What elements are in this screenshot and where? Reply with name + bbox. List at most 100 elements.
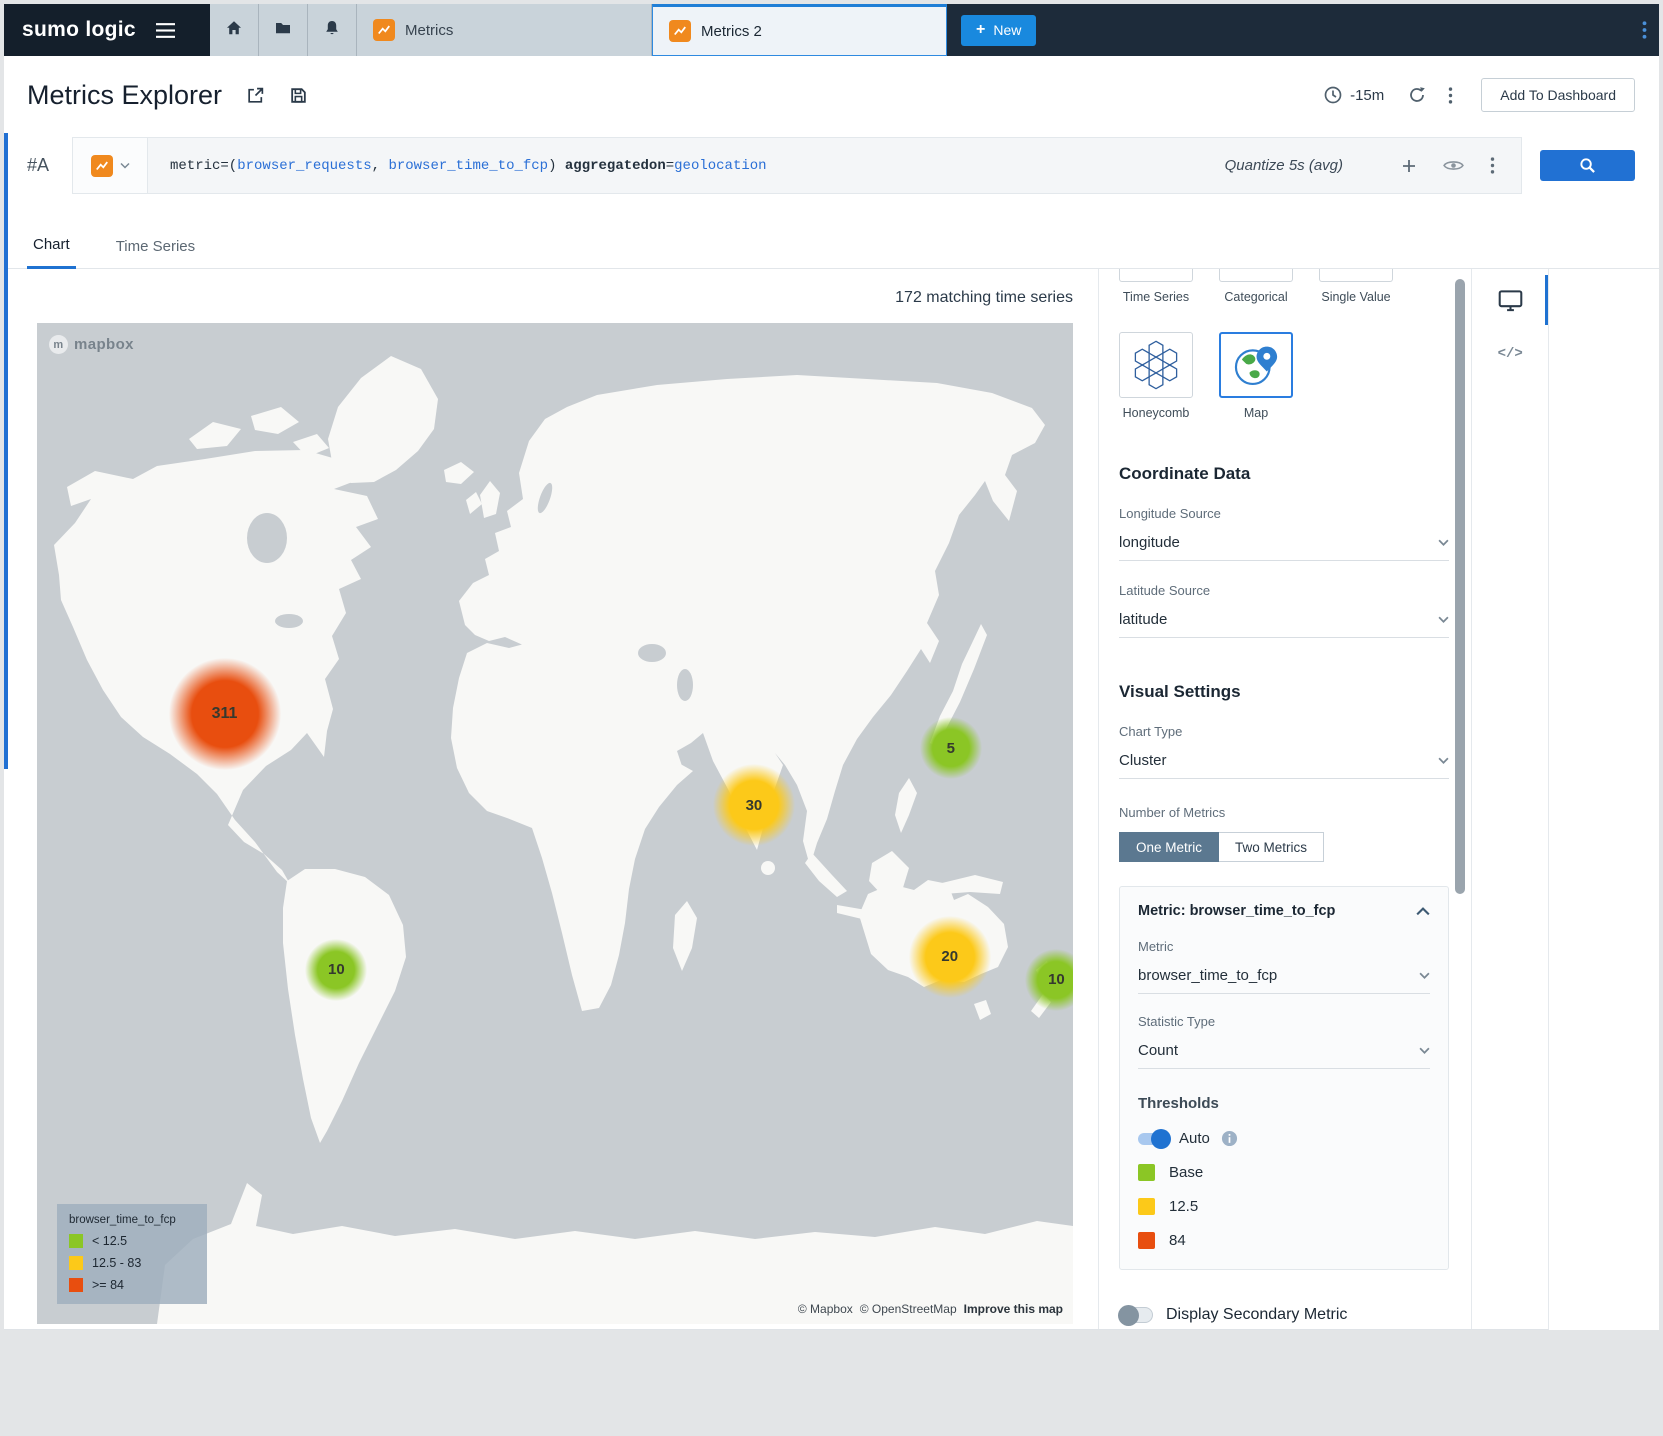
legend-swatch-icon [69, 1256, 83, 1270]
threshold-value: Base [1169, 1164, 1204, 1181]
map-cluster-australia[interactable]: 20 [908, 915, 991, 998]
settings-scrollbar[interactable] [1455, 279, 1466, 1319]
info-icon[interactable] [1221, 1130, 1238, 1147]
chart-type-honeycomb[interactable]: Honeycomb [1119, 332, 1193, 420]
threshold-value: 12.5 [1169, 1198, 1199, 1215]
display-settings-icon[interactable] [1498, 289, 1523, 312]
legend-label: >= 84 [92, 1278, 124, 1292]
page-title: Metrics Explorer [27, 79, 223, 110]
map-cluster-south-america[interactable]: 10 [305, 938, 368, 1001]
query-input[interactable]: metric=(browser_requests, browser_time_t… [170, 157, 767, 174]
chart-type-select[interactable]: Cluster [1119, 752, 1449, 779]
mapbox-logo-icon: m [49, 335, 68, 354]
cluster-map[interactable]: 311 10 30 5 20 10 m mapbox browser_time_to_fc… [37, 323, 1073, 1324]
number-of-metrics-label: Number of Metrics [1119, 805, 1226, 820]
plus-icon: + [976, 21, 986, 38]
legend-swatch-icon [69, 1278, 83, 1292]
statistic-type-select[interactable]: Count [1138, 1042, 1430, 1069]
toggle-knob [1118, 1304, 1139, 1326]
nav-home-button[interactable] [210, 4, 259, 56]
auto-toggle-on[interactable] [1138, 1128, 1171, 1149]
auto-label: Auto [1179, 1130, 1210, 1147]
hamburger-menu-icon[interactable] [155, 22, 175, 38]
map-attribution: © Mapbox © OpenStreetMap Improve this ma… [798, 1302, 1063, 1316]
time-range-clock-icon[interactable] [1323, 85, 1343, 105]
legend-title: browser_time_to_fcp [69, 1214, 176, 1226]
time-range-value[interactable]: -15m [1350, 86, 1385, 104]
metric-select[interactable]: browser_time_to_fcp [1138, 967, 1430, 994]
run-search-button[interactable] [1540, 150, 1635, 181]
latitude-source-label: Latitude Source [1119, 583, 1211, 598]
collapse-chevron-up-icon[interactable] [1416, 906, 1430, 916]
threshold-swatch-icon[interactable] [1138, 1164, 1155, 1181]
map-cluster-south-asia[interactable]: 30 [712, 764, 795, 847]
chart-type-label: Chart Type [1119, 724, 1183, 739]
tab-time-series[interactable]: Time Series [115, 238, 196, 255]
single-value-tile [1319, 269, 1393, 282]
attribution-osm[interactable]: © OpenStreetMap [859, 1302, 957, 1316]
chart-type-field: Chart Type Cluster [1119, 724, 1449, 779]
new-button[interactable]: + New [961, 14, 1037, 46]
tab-chart[interactable]: Chart [27, 236, 76, 269]
tab-metrics-2-label: Metrics 2 [701, 22, 762, 40]
legend-item: < 12.5 [69, 1234, 195, 1248]
chart-type-map[interactable]: Map [1219, 332, 1293, 420]
header-actions: -15m Add To Dashboard [1323, 78, 1635, 112]
nav-library-button[interactable] [259, 4, 308, 56]
folder-icon [274, 19, 292, 42]
attribution-mapbox[interactable]: © Mapbox [797, 1302, 853, 1316]
tab-metrics[interactable]: Metrics [357, 4, 652, 56]
threshold-swatch-icon[interactable] [1138, 1198, 1155, 1215]
nav-overflow-menu-icon[interactable] [1642, 21, 1647, 39]
save-icon[interactable] [289, 86, 308, 105]
one-metric-button[interactable]: One Metric [1119, 832, 1220, 862]
map-cluster-north-america[interactable]: 311 [168, 658, 281, 771]
query-type-selector[interactable] [73, 138, 148, 193]
toolbar-selected-indicator [1545, 275, 1548, 325]
add-to-dashboard-button[interactable]: Add To Dashboard [1481, 78, 1635, 112]
nav-alerts-button[interactable] [308, 4, 357, 56]
view-tabs: Chart Time Series [4, 194, 1659, 269]
threshold-swatch-icon[interactable] [1138, 1232, 1155, 1249]
add-query-icon[interactable] [1401, 158, 1417, 174]
legend-label: 12.5 - 83 [92, 1256, 142, 1270]
header-kebab-icon[interactable] [1448, 86, 1453, 104]
secondary-metric-toggle-off[interactable] [1118, 1304, 1153, 1326]
map-cluster-new-zealand[interactable]: 10 [1025, 948, 1073, 1011]
improve-map-link[interactable]: Improve this map [963, 1302, 1063, 1316]
legend-items: < 12.5 12.5 - 83 >= 84 [69, 1234, 195, 1292]
chevron-down-icon [1419, 1047, 1430, 1054]
metrics-chart-icon [90, 154, 113, 177]
chart-type-categorical[interactable]: Categorical [1219, 269, 1293, 304]
query-box: metric=(browser_requests, browser_time_t… [72, 137, 1522, 194]
honeycomb-tile [1119, 332, 1193, 398]
chart-type-single-value[interactable]: Single Value [1319, 269, 1393, 304]
chart-type-time-series[interactable]: Time Series [1119, 269, 1193, 304]
bell-icon [323, 19, 341, 42]
home-icon [225, 19, 243, 42]
share-icon[interactable] [246, 86, 265, 105]
settings-panel: Time Series Categorical Single Value [1098, 269, 1471, 1329]
tab-metrics-2[interactable]: Metrics 2 [652, 4, 947, 56]
visibility-eye-icon[interactable] [1443, 159, 1464, 172]
query-kebab-icon[interactable] [1490, 157, 1495, 174]
scrollbar-thumb[interactable] [1455, 279, 1466, 894]
secondary-metric-row: Display Secondary Metric [1118, 1304, 1471, 1326]
map-cluster-japan[interactable]: 5 [919, 717, 982, 780]
quantize-label[interactable]: Quantize 5s (avg) [1224, 157, 1343, 174]
latitude-source-select[interactable]: latitude [1119, 611, 1449, 638]
number-of-metrics-toggle: One Metric Two Metrics [1119, 832, 1471, 862]
threshold-row: 12.5 [1138, 1198, 1430, 1215]
code-view-icon[interactable]: </> [1497, 346, 1523, 362]
refresh-icon[interactable] [1408, 86, 1426, 104]
threshold-value: 84 [1169, 1232, 1186, 1249]
metrics-chart-icon [669, 20, 691, 42]
two-metrics-button[interactable]: Two Metrics [1219, 832, 1325, 862]
metrics-chart-icon [373, 19, 395, 41]
longitude-source-select[interactable]: longitude [1119, 534, 1449, 561]
metric-label: Metric [1138, 939, 1174, 954]
visual-settings-heading: Visual Settings [1119, 682, 1241, 701]
toggle-knob [1151, 1128, 1171, 1149]
longitude-source-field: Longitude Source longitude [1119, 506, 1449, 561]
chart-area: 172 matching time series [4, 269, 1098, 1329]
